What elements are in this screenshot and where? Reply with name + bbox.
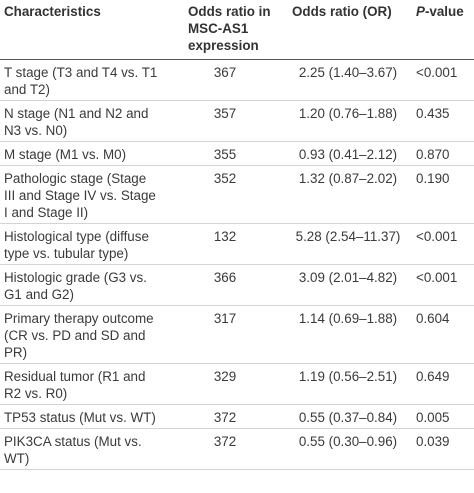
table-cell: Histologic grade (G3 vs. G1 and G2) (0, 264, 162, 306)
table-cell: <0.001 (408, 59, 474, 101)
table-cell: 366 (162, 264, 288, 306)
table-cell: PIK3CA status (Mut vs. WT) (0, 428, 162, 470)
table-row: Primary therapy outcome (CR vs. PD and S… (0, 305, 474, 364)
table-cell: 372 (162, 428, 288, 470)
table-cell: 0.55 (0.30–0.96) (288, 428, 408, 470)
table-row: N stage (N1 and N2 and N3 vs. N0) 357 1.20… (0, 100, 474, 142)
table-cell: 0.649 (408, 363, 474, 405)
table-cell: 0.190 (408, 165, 474, 224)
table-cell: 132 (162, 223, 288, 265)
table-cell: M stage (M1 vs. M0) (0, 141, 162, 166)
table-cell: 0.55 (0.37–0.84) (288, 404, 408, 429)
table-cell: 5.28 (2.54–11.37) (288, 223, 408, 265)
header-cell: Odds ratio (OR) (288, 0, 408, 60)
header-cell: Odds ratio in MSC-AS1 expression (162, 0, 288, 60)
table-cell: 355 (162, 141, 288, 166)
table-cell: N stage (N1 and N2 and N3 vs. N0) (0, 100, 162, 142)
table-cell: 1.14 (0.69–1.88) (288, 305, 408, 364)
table-cell: 329 (162, 363, 288, 405)
table-row: T stage (T3 and T4 vs. T1 and T2) 367 2.25… (0, 59, 474, 101)
header-cell: P-value (408, 0, 474, 60)
table-cell: Primary therapy outcome (CR vs. PD and S… (0, 305, 162, 364)
table-cell: Pathologic stage (Stage III and Stage IV… (0, 165, 162, 224)
table-row: PIK3CA status (Mut vs. WT) 372 0.55 (0.30–… (0, 428, 474, 470)
table-body: T stage (T3 and T4 vs. T1 and T2) 367 2.25… (0, 59, 474, 470)
table-cell: 352 (162, 165, 288, 224)
table-cell: <0.001 (408, 264, 474, 306)
table-cell: 1.19 (0.56–2.51) (288, 363, 408, 405)
table-cell: 0.435 (408, 100, 474, 142)
table-cell: 0.93 (0.41–2.12) (288, 141, 408, 166)
table-cell: 1.32 (0.87–2.02) (288, 165, 408, 224)
table-cell: 2.25 (1.40–3.67) (288, 59, 408, 101)
table-cell: Histological type (diffuse type vs. tubu… (0, 223, 162, 265)
table-cell: 3.09 (2.01–4.82) (288, 264, 408, 306)
table-row: TP53 status (Mut vs. WT) 372 0.55 (0.37–0.… (0, 404, 474, 429)
table-row: Histologic grade (G3 vs. G1 and G2) 366 3.… (0, 264, 474, 306)
table-cell: 367 (162, 59, 288, 101)
table-cell: 357 (162, 100, 288, 142)
table-cell: 317 (162, 305, 288, 364)
table-cell: <0.001 (408, 223, 474, 265)
table-cell: 0.005 (408, 404, 474, 429)
table-cell: T stage (T3 and T4 vs. T1 and T2) (0, 59, 162, 101)
results-table: Characteristics Odds ratio in MSC-AS1 ex… (0, 0, 474, 470)
table-cell: 0.604 (408, 305, 474, 364)
table-row: Residual tumor (R1 and R2 vs. R0) 329 1.19… (0, 363, 474, 405)
table-cell: TP53 status (Mut vs. WT) (0, 404, 162, 429)
table-cell: 0.870 (408, 141, 474, 166)
table-row: Pathologic stage (Stage III and Stage IV… (0, 165, 474, 224)
table-row: Histological type (diffuse type vs. tubu… (0, 223, 474, 265)
italic-letter: P (416, 4, 425, 19)
table-cell: 372 (162, 404, 288, 429)
header-cell: Characteristics (0, 0, 162, 60)
table-cell: 0.039 (408, 428, 474, 470)
table-cell: 1.20 (0.76–1.88) (288, 100, 408, 142)
table-row: M stage (M1 vs. M0) 355 0.93 (0.41–2.12) 0.… (0, 141, 474, 166)
table-cell: Residual tumor (R1 and R2 vs. R0) (0, 363, 162, 405)
header-text: -value (424, 4, 464, 19)
header-row: Characteristics Odds ratio in MSC-AS1 ex… (0, 0, 474, 60)
